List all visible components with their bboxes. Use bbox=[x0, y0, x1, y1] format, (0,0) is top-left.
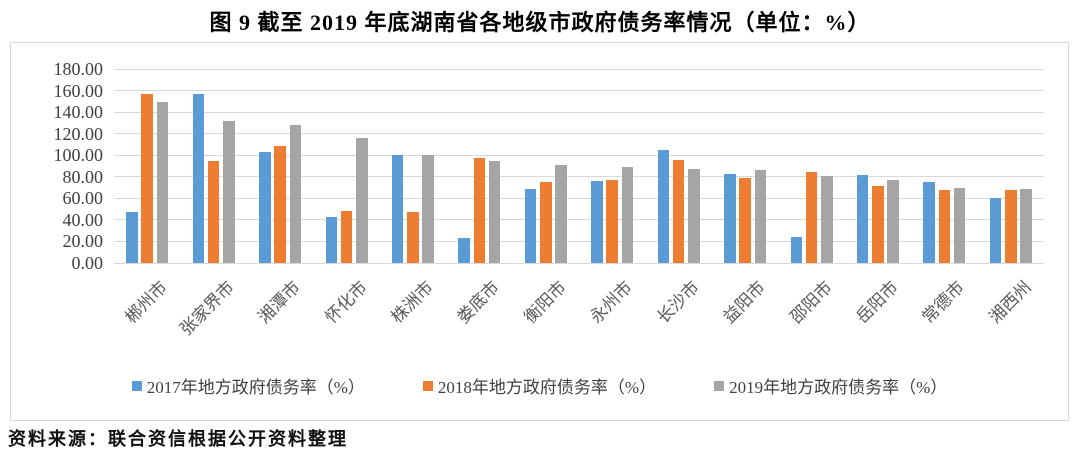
x-axis-label: 郴州市 bbox=[121, 277, 172, 328]
x-axis-label: 衡阳市 bbox=[520, 277, 570, 328]
y-axis-tick-label: 80.00 bbox=[62, 166, 104, 187]
bar-2017年-长沙市 bbox=[657, 149, 670, 263]
gridline bbox=[114, 197, 1044, 199]
bar-2019年-怀化市 bbox=[356, 137, 368, 263]
y-axis-tick-label: 180.00 bbox=[53, 59, 104, 79]
bar-2018年-怀化市 bbox=[340, 211, 353, 263]
bar-2017年-岳阳市 bbox=[856, 174, 869, 263]
bar-2019年-长沙市 bbox=[688, 169, 700, 263]
bar-2019年-永州市 bbox=[621, 167, 634, 263]
bar-2018年-永州市 bbox=[606, 180, 618, 263]
bar-2019年-株洲市 bbox=[422, 155, 434, 263]
y-axis-tick-label: 120.00 bbox=[53, 123, 104, 144]
y-axis: 0.00 20.00 40.00 60.00 80.00 100.00 120.00 140.… bbox=[11, 60, 104, 272]
bar-2019年-湘西州 bbox=[1020, 188, 1032, 263]
bar-2017年-张家界市 bbox=[192, 93, 205, 263]
bar-2018年-娄底市 bbox=[473, 158, 486, 263]
bar-2018年-衡阳市 bbox=[540, 182, 552, 263]
bar-2017年-湘西州 bbox=[989, 198, 1002, 263]
bar-2017年-怀化市 bbox=[325, 216, 337, 263]
y-axis-tick-label: 0.00 bbox=[71, 253, 104, 273]
chart-frame: 0.00 20.00 40.00 60.00 80.00 100.00 120.00 140.… bbox=[10, 42, 1069, 421]
x-axis-label: 湘潭市 bbox=[254, 277, 305, 328]
legend-swatch bbox=[422, 380, 433, 391]
x-axis-label: 长沙市 bbox=[653, 277, 703, 328]
x-axis-label: 怀化市 bbox=[320, 277, 371, 328]
bar-2019年-岳阳市 bbox=[887, 180, 899, 263]
bar-2019年-郴州市 bbox=[156, 102, 169, 263]
x-axis-label: 邵阳市 bbox=[785, 277, 836, 328]
gridline bbox=[114, 133, 1044, 135]
y-axis-tick-label: 140.00 bbox=[53, 102, 104, 123]
bar-2017年-永州市 bbox=[591, 181, 603, 263]
legend: 2017年地方政府债务率（%） 2018年地方政府债务率（%） 2019年地方政府债… bbox=[11, 373, 1068, 398]
gridline bbox=[114, 176, 1044, 178]
bar-2017年-常德市 bbox=[923, 182, 935, 263]
bar-2018年-益阳市 bbox=[739, 177, 751, 263]
bar-2019年-湘潭市 bbox=[289, 125, 302, 263]
bar-2017年-株洲市 bbox=[391, 155, 404, 263]
bar-2018年-长沙市 bbox=[672, 159, 685, 263]
bar-2018年-张家界市 bbox=[207, 160, 220, 263]
bar-2018年-岳阳市 bbox=[872, 186, 884, 263]
y-axis-tick-label: 60.00 bbox=[62, 188, 104, 209]
legend-swatch bbox=[714, 380, 725, 391]
legend-item: 2019年地方政府债务率（%） bbox=[714, 373, 947, 398]
x-axis-label: 娄底市 bbox=[453, 277, 504, 328]
gridline bbox=[114, 68, 1044, 70]
legend-label: 2017年地方政府债务率（%） bbox=[146, 378, 365, 397]
x-axis-label: 益阳市 bbox=[719, 277, 770, 328]
y-axis-tick-label: 160.00 bbox=[53, 80, 104, 101]
legend-label: 2019年地方政府债务率（%） bbox=[729, 378, 948, 397]
bar-2017年-益阳市 bbox=[724, 173, 736, 263]
gridline bbox=[114, 154, 1044, 156]
gridline bbox=[114, 262, 1044, 264]
gridline bbox=[114, 90, 1044, 92]
bar-2018年-湘西州 bbox=[1005, 189, 1017, 263]
bar-2019年-益阳市 bbox=[754, 170, 767, 263]
bar-2019年-邵阳市 bbox=[821, 175, 833, 263]
gridline bbox=[114, 219, 1044, 221]
legend-item: 2017年地方政府债务率（%） bbox=[131, 373, 365, 398]
bar-2017年-湘潭市 bbox=[259, 152, 271, 263]
x-axis-label: 湘西州 bbox=[985, 277, 1035, 328]
bar-2017年-娄底市 bbox=[458, 238, 470, 263]
x-axis-label: 岳阳市 bbox=[852, 277, 902, 328]
chart-title: 图 9 截至 2019 年底湖南省各地级市政府债务率情况（单位：%） bbox=[209, 10, 871, 35]
bar-2018年-湘潭市 bbox=[274, 145, 286, 263]
bar-2019年-娄底市 bbox=[488, 160, 501, 263]
bar-2018年-常德市 bbox=[938, 189, 951, 263]
gridline bbox=[114, 111, 1044, 113]
y-axis-tick-label: 40.00 bbox=[62, 209, 104, 230]
x-axis-label: 株洲市 bbox=[387, 277, 437, 328]
legend-label: 2018年地方政府债务率（%） bbox=[437, 378, 657, 397]
y-axis-tick-label: 20.00 bbox=[62, 231, 104, 252]
source-note: 资料来源：联合资信根据公开资料整理 bbox=[8, 429, 348, 449]
bar-2018年-郴州市 bbox=[141, 93, 153, 263]
legend-item: 2018年地方政府债务率（%） bbox=[422, 373, 657, 398]
gridline bbox=[114, 240, 1044, 242]
plot-area bbox=[114, 68, 1044, 264]
bar-2017年-衡阳市 bbox=[524, 188, 537, 263]
bar-2019年-常德市 bbox=[953, 187, 966, 263]
bar-2019年-张家界市 bbox=[223, 120, 235, 263]
bar-2018年-株洲市 bbox=[407, 212, 419, 263]
bar-2019年-衡阳市 bbox=[555, 164, 567, 263]
legend-swatch bbox=[131, 380, 142, 391]
bar-2018年-邵阳市 bbox=[805, 172, 818, 263]
x-axis-label: 永州市 bbox=[586, 277, 637, 328]
bar-2017年-郴州市 bbox=[126, 212, 138, 263]
bar-2017年-邵阳市 bbox=[790, 237, 802, 263]
x-axis-label: 张家界市 bbox=[176, 277, 238, 340]
x-axis-label: 常德市 bbox=[918, 277, 969, 328]
y-axis-tick-label: 100.00 bbox=[53, 145, 104, 166]
